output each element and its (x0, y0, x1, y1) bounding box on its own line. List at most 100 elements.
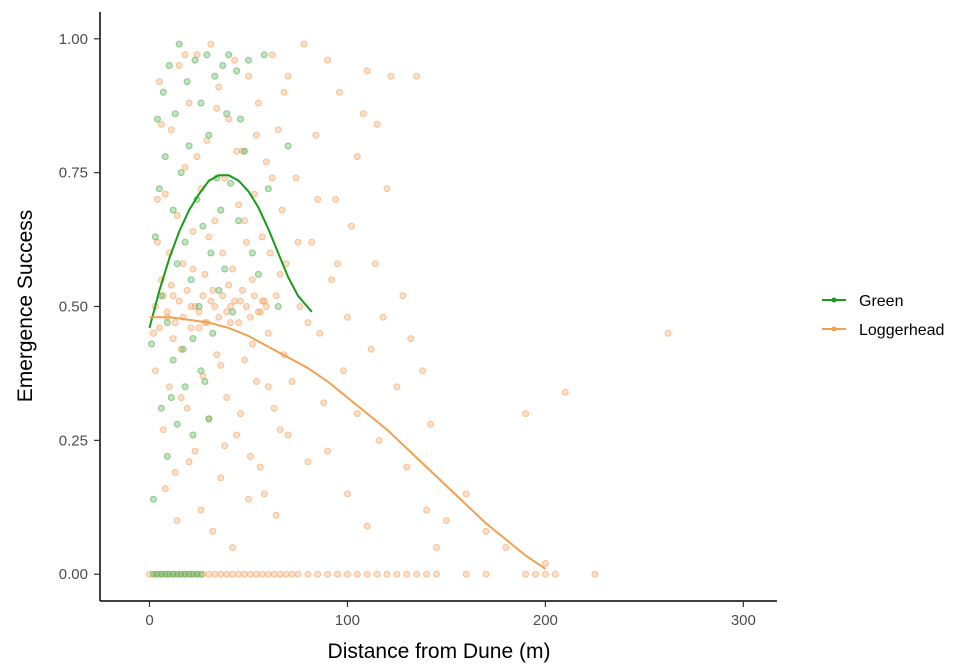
data-point-loggerhead (258, 297, 266, 305)
data-point-loggerhead (296, 303, 304, 310)
data-point-loggerhead (268, 51, 276, 59)
data-point-loggerhead (288, 570, 296, 578)
data-point-loggerhead (353, 153, 361, 161)
data-point-loggerhead (314, 570, 322, 578)
data-point-loggerhead (304, 570, 312, 578)
data-point-loggerhead (304, 319, 312, 327)
data-point-green (211, 72, 219, 80)
data-point-loggerhead (419, 367, 427, 375)
data-point-loggerhead (155, 324, 163, 332)
data-point-loggerhead (223, 308, 231, 316)
data-point-loggerhead (541, 560, 549, 567)
data-point-loggerhead (373, 570, 381, 578)
data-point-loggerhead (272, 292, 280, 300)
data-point-green (235, 217, 243, 225)
data-point-loggerhead (284, 72, 292, 80)
data-point-loggerhead (276, 570, 284, 578)
data-point-loggerhead (217, 361, 225, 369)
data-point-green (203, 51, 211, 59)
data-point-loggerhead (324, 570, 332, 578)
data-point-loggerhead (363, 67, 371, 75)
data-point-loggerhead (167, 281, 175, 289)
data-point-loggerhead (262, 158, 270, 166)
data-point-loggerhead (294, 238, 302, 246)
data-point-loggerhead (241, 570, 248, 578)
data-point-green (225, 51, 233, 59)
data-point-loggerhead (427, 420, 435, 428)
data-point-loggerhead (235, 319, 243, 327)
data-point-green (201, 378, 209, 385)
data-point-loggerhead (413, 72, 421, 80)
data-point-loggerhead (151, 367, 159, 375)
data-point-loggerhead (363, 522, 371, 530)
data-point-loggerhead (245, 72, 252, 80)
data-point-green (167, 394, 175, 401)
data-point-loggerhead (177, 394, 185, 401)
data-point-green (221, 265, 229, 273)
x-tick-label: 0 (145, 612, 153, 629)
data-point-loggerhead (153, 195, 161, 203)
data-point-green (197, 367, 205, 375)
data-point-loggerhead (260, 490, 268, 498)
points-layer (146, 40, 672, 578)
data-point-loggerhead (413, 570, 421, 578)
data-point-loggerhead (189, 265, 197, 273)
data-point-loggerhead (231, 56, 239, 64)
data-point-loggerhead (237, 410, 244, 418)
x-tick-label: 200 (533, 612, 558, 629)
data-point-loggerhead (336, 88, 343, 96)
data-point-loggerhead (199, 292, 207, 300)
data-point-loggerhead (191, 447, 199, 455)
data-point-loggerhead (227, 319, 235, 327)
data-point-loggerhead (245, 495, 252, 503)
data-point-loggerhead (187, 324, 195, 332)
y-tick-label: 1.00 (59, 31, 88, 48)
data-point-loggerhead (248, 340, 256, 348)
data-point-loggerhead (264, 570, 272, 578)
data-point-loggerhead (343, 490, 351, 498)
data-point-loggerhead (254, 99, 262, 107)
data-point-loggerhead (254, 308, 262, 316)
data-point-loggerhead (359, 110, 367, 118)
data-point-loggerhead (399, 292, 407, 300)
data-point-loggerhead (243, 238, 250, 246)
y-tick-label: 0.75 (59, 165, 88, 182)
data-point-loggerhead (367, 345, 375, 353)
y-tick-label: 0.50 (59, 299, 88, 316)
data-point-loggerhead (205, 233, 213, 241)
data-point-green (241, 147, 248, 155)
data-point-loggerhead (423, 506, 431, 514)
data-point-loggerhead (246, 313, 254, 321)
data-point-loggerhead (159, 426, 167, 434)
data-point-loggerhead (183, 286, 191, 294)
data-point-loggerhead (304, 458, 312, 466)
data-point-green (237, 115, 244, 123)
data-point-loggerhead (209, 527, 217, 535)
data-point-green (169, 206, 177, 214)
data-point-loggerhead (229, 265, 237, 273)
data-point-loggerhead (173, 212, 181, 219)
data-point-loggerhead (282, 570, 290, 578)
data-point-loggerhead (250, 292, 258, 300)
data-point-loggerhead (171, 469, 179, 476)
data-point-loggerhead (207, 297, 215, 305)
data-point-green (189, 335, 197, 343)
data-point-loggerhead (221, 442, 229, 450)
data-point-loggerhead (353, 570, 361, 578)
data-point-green (173, 260, 181, 268)
data-point-loggerhead (237, 297, 244, 305)
data-point-green (254, 270, 262, 278)
data-point-green (199, 222, 207, 230)
data-point-loggerhead (288, 378, 296, 385)
x-axis-title: Distance from Dune (m) (328, 640, 551, 663)
data-point-loggerhead (407, 335, 415, 343)
data-point-green (157, 404, 165, 412)
data-point-loggerhead (294, 570, 302, 578)
data-point-loggerhead (219, 249, 227, 257)
data-point-loggerhead (373, 120, 381, 128)
data-point-loggerhead (256, 308, 264, 316)
data-point-loggerhead (185, 99, 193, 107)
data-point-loggerhead (235, 570, 243, 578)
data-point-loggerhead (207, 40, 215, 48)
data-point-loggerhead (241, 356, 248, 364)
